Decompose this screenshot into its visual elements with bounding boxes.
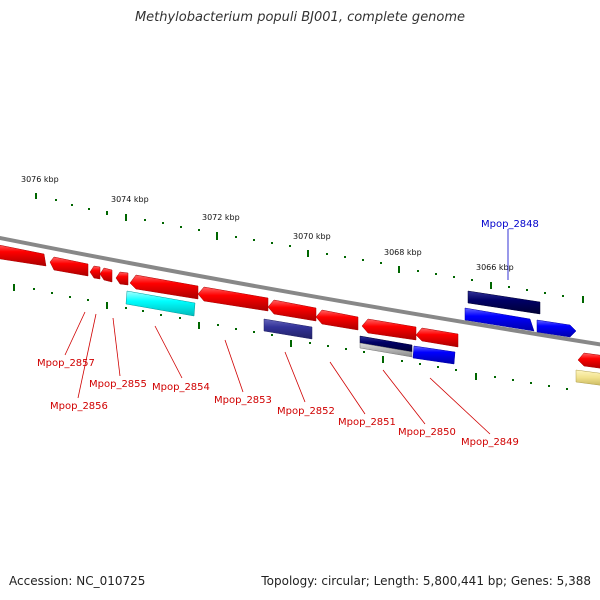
gene-arrow[interactable]: [577, 352, 600, 369]
gene-arrow[interactable]: [99, 267, 113, 283]
gene-label-mpop-2856[interactable]: Mpop_2856: [50, 401, 108, 412]
gene-label-mpop-2848[interactable]: Mpop_2848: [481, 219, 539, 230]
reverse-strand-genes: [125, 290, 600, 386]
gene-box[interactable]: [263, 318, 313, 340]
gene-label-mpop-2851[interactable]: Mpop_2851: [338, 417, 396, 428]
gene-arrow[interactable]: [315, 309, 359, 331]
forward-strand-genes: [0, 244, 600, 369]
page-title: Methylobacterium populi BJ001, complete …: [134, 10, 466, 25]
gene-label-mpop-2850[interactable]: Mpop_2850: [398, 427, 456, 438]
scale-label-3068: 3068 kbp: [384, 248, 422, 257]
gene-box[interactable]: [412, 345, 456, 365]
gene-arrow[interactable]: [361, 318, 417, 341]
gene-arrow[interactable]: [89, 265, 101, 280]
accession-label: Accession: NC_010725: [9, 574, 146, 588]
gene-arrow[interactable]: [0, 244, 47, 267]
gene-arrow[interactable]: [197, 286, 269, 312]
gene-arrow[interactable]: [129, 274, 199, 300]
genome-summary: Topology: circular; Length: 5,800,441 bp…: [261, 574, 591, 588]
scale-label-3074: 3074 kbp: [111, 195, 149, 204]
gene-label-mpop-2849[interactable]: Mpop_2849: [461, 437, 519, 448]
gene-arrow[interactable]: [415, 327, 459, 348]
scale-label-3072: 3072 kbp: [202, 213, 240, 222]
inner-scale-ticks: [13, 284, 568, 390]
gene-label-mpop-2857[interactable]: Mpop_2857: [37, 358, 95, 369]
gene-arrow[interactable]: [464, 307, 535, 332]
gene-arrow[interactable]: [267, 299, 317, 322]
gene-label-mpop-2852[interactable]: Mpop_2852: [277, 406, 335, 417]
gene-box[interactable]: [467, 290, 541, 315]
gene-arrow[interactable]: [536, 319, 577, 338]
outer-scale-ticks: [35, 193, 584, 303]
gene-box[interactable]: [575, 369, 600, 386]
genome-backbone: [0, 235, 600, 347]
gene-arrow[interactable]: [115, 271, 129, 286]
label-leader-lines: [64, 311, 491, 435]
scale-label-3070: 3070 kbp: [293, 232, 331, 241]
gene-label-mpop-2855[interactable]: Mpop_2855: [89, 379, 147, 390]
gene-arrow[interactable]: [49, 256, 89, 277]
gene-label-mpop-2853[interactable]: Mpop_2853: [214, 395, 272, 406]
scale-label-3066: 3066 kbp: [476, 263, 514, 272]
scale-label-3076: 3076 kbp: [21, 175, 59, 184]
gene-box[interactable]: [125, 290, 196, 317]
gene-box[interactable]: [359, 342, 413, 358]
gene-label-mpop-2854[interactable]: Mpop_2854: [152, 382, 210, 393]
